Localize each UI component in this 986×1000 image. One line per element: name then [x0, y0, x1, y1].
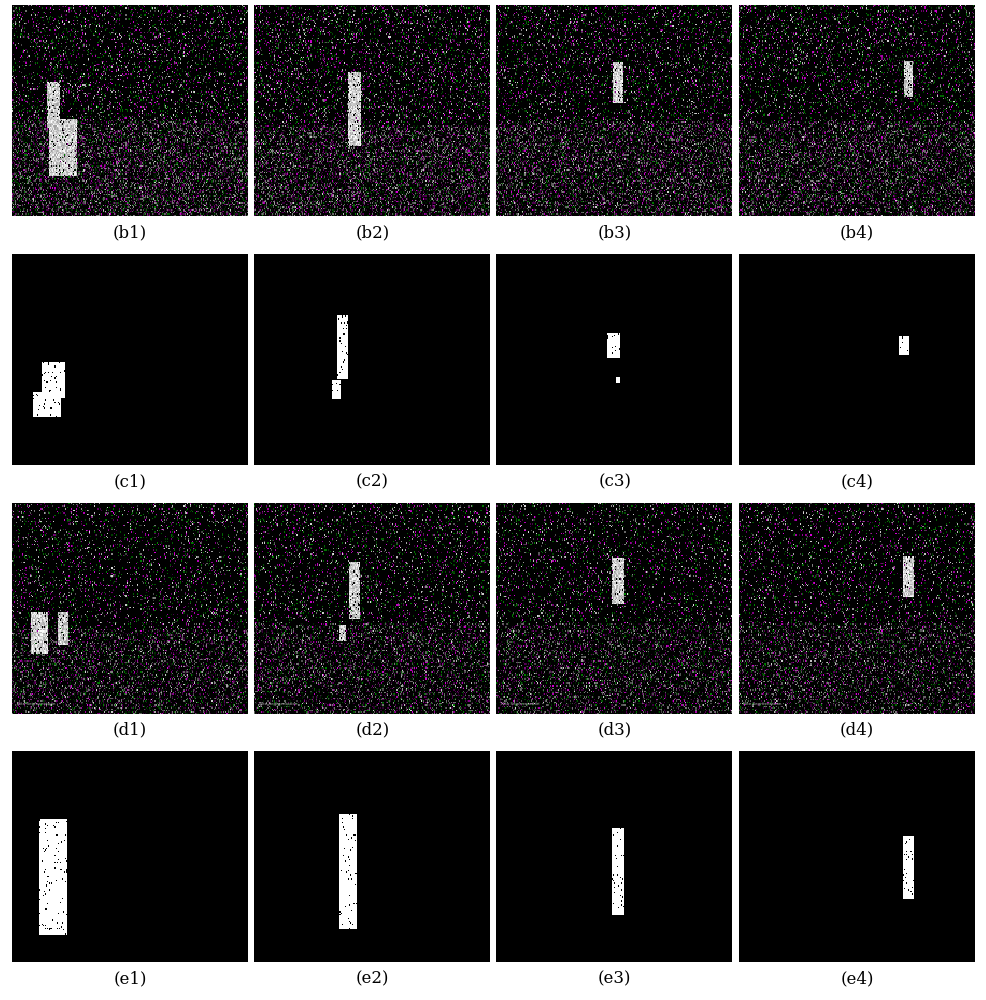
- Text: (e1): (e1): [113, 970, 147, 988]
- Text: (d1): (d1): [112, 722, 147, 739]
- Text: Nite Segmentation: Nite Segmentation: [501, 702, 539, 706]
- Text: Nite Segmentation: Nite Segmentation: [258, 702, 297, 706]
- Text: (c4): (c4): [840, 473, 873, 490]
- Text: (b1): (b1): [112, 224, 147, 241]
- Text: (c3): (c3): [598, 473, 630, 490]
- Text: (e2): (e2): [355, 970, 388, 988]
- Text: (d2): (d2): [355, 722, 389, 739]
- Text: (e4): (e4): [839, 970, 873, 988]
- Text: (d3): (d3): [597, 722, 631, 739]
- Text: (d4): (d4): [839, 722, 874, 739]
- Text: Nite Segmentation: Nite Segmentation: [742, 702, 781, 706]
- Text: (b4): (b4): [839, 224, 874, 241]
- Text: (b2): (b2): [355, 224, 389, 241]
- Text: Nite Segmentation: Nite Segmentation: [17, 702, 55, 706]
- Text: (c1): (c1): [113, 473, 146, 490]
- Text: (c2): (c2): [356, 473, 388, 490]
- Text: (e3): (e3): [598, 970, 631, 988]
- Text: (b3): (b3): [597, 224, 631, 241]
